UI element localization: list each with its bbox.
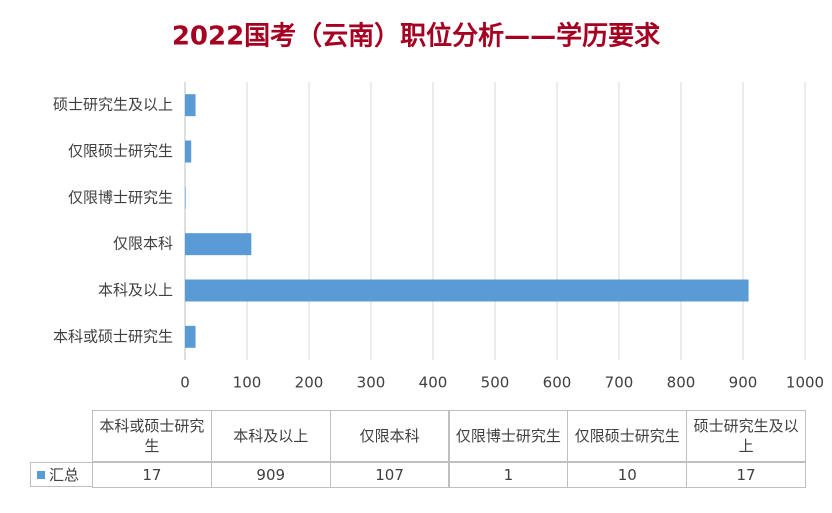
x-tick-label: 100 — [233, 374, 262, 392]
bar — [185, 279, 749, 302]
table-legend: 汇总 — [30, 462, 93, 487]
table-header: 本科及以上 — [210, 410, 331, 462]
x-tick-label: 300 — [357, 374, 386, 392]
legend-key — [37, 470, 45, 479]
x-tick-label: 900 — [729, 374, 758, 392]
x-tick-label: 700 — [605, 374, 634, 392]
table-header: 仅限博士研究生 — [448, 410, 569, 462]
table-value: 17 — [92, 462, 212, 488]
legend-label: 汇总 — [49, 465, 80, 484]
table-header: 仅限硕士研究生 — [567, 410, 688, 462]
table-value: 10 — [567, 462, 688, 488]
bar — [185, 94, 196, 117]
x-tick-label: 200 — [295, 374, 324, 392]
x-tick-label: 600 — [543, 374, 572, 392]
y-tick-label: 仅限硕士研究生 — [68, 142, 173, 160]
bar — [185, 325, 196, 348]
x-tick-label: 800 — [667, 374, 696, 392]
table-value: 17 — [686, 462, 806, 488]
table-value: 107 — [329, 462, 450, 488]
y-tick-label: 仅限博士研究生 — [68, 188, 173, 206]
y-tick-label: 本科及以上 — [98, 281, 173, 299]
table-value: 1 — [448, 462, 569, 488]
x-tick-label: 0 — [180, 374, 190, 392]
y-tick-label: 硕士研究生及以上 — [53, 96, 173, 114]
bar — [185, 233, 252, 256]
bar — [185, 186, 186, 209]
y-tick-label: 本科或硕士研究生 — [53, 327, 173, 345]
table-header: 仅限本科 — [329, 410, 450, 462]
table-header: 硕士研究生及以上 — [686, 410, 806, 462]
chart-title: 2022国考（云南）职位分析——学历要求 — [172, 21, 660, 52]
table-value: 909 — [210, 462, 331, 488]
bar — [185, 140, 192, 163]
x-tick-label: 400 — [419, 374, 448, 392]
y-tick-label: 仅限本科 — [113, 235, 173, 253]
x-tick-label: 1000 — [786, 374, 824, 392]
table-header: 本科或硕士研究生 — [92, 410, 212, 462]
x-tick-label: 500 — [481, 374, 510, 392]
